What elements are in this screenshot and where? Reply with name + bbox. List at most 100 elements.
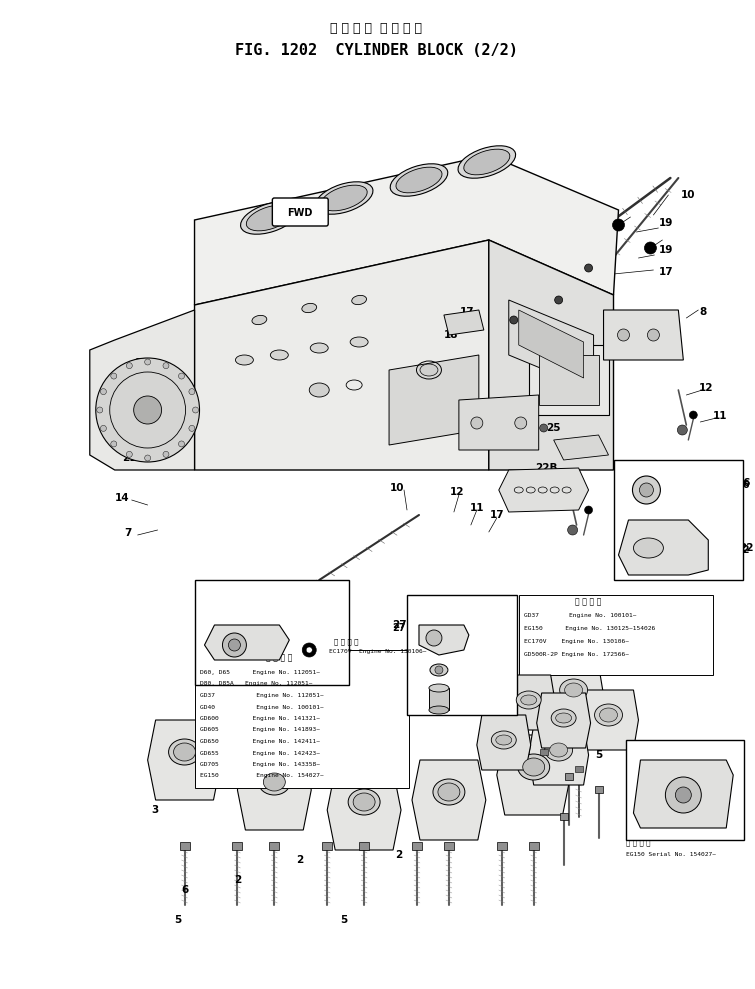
Ellipse shape [310,343,328,353]
Text: 23: 23 [501,397,516,407]
Text: 29: 29 [392,652,406,662]
Text: 5: 5 [341,915,348,925]
Ellipse shape [556,713,572,723]
Circle shape [189,389,195,395]
Circle shape [145,359,151,365]
Bar [359,842,369,850]
Bar [195,580,349,685]
Bar [519,595,713,675]
Polygon shape [497,735,571,815]
Circle shape [639,483,653,497]
Text: 26: 26 [736,480,750,490]
Ellipse shape [551,709,576,727]
Bar [627,740,744,840]
Text: 適 用 号 番: 適 用 号 番 [266,653,292,662]
Ellipse shape [420,364,438,376]
Circle shape [111,373,117,379]
Bar [407,595,516,715]
Text: EC170V  Engine No. 130106~: EC170V Engine No. 130106~ [329,649,427,654]
Circle shape [229,639,240,651]
Text: 22: 22 [739,543,753,553]
Ellipse shape [521,695,537,705]
Circle shape [510,316,518,324]
Text: 9: 9 [231,595,238,605]
Polygon shape [90,310,195,470]
Ellipse shape [321,185,367,211]
Text: EG150          Engine No. 154027~: EG150 Engine No. 154027~ [199,773,323,778]
FancyBboxPatch shape [273,198,328,226]
Polygon shape [603,310,683,360]
Text: 22: 22 [551,383,566,393]
Bar [539,355,599,405]
Ellipse shape [429,684,449,692]
Text: GD605         Engine No. 141893~: GD605 Engine No. 141893~ [199,728,319,733]
Polygon shape [544,665,603,725]
Text: 1: 1 [550,715,557,725]
Circle shape [223,633,246,657]
Circle shape [126,363,132,369]
Bar [412,842,422,850]
Circle shape [97,407,103,413]
Text: 2: 2 [396,850,402,860]
Ellipse shape [496,735,512,745]
Text: 20: 20 [132,423,147,433]
Circle shape [163,363,169,369]
Polygon shape [528,345,609,415]
Text: 29: 29 [393,655,405,665]
Text: FWD: FWD [288,208,313,218]
Text: 27: 27 [393,623,405,633]
Text: 17: 17 [489,510,504,520]
Ellipse shape [430,664,448,676]
Text: 24: 24 [573,440,588,450]
Bar [180,842,190,850]
Circle shape [100,389,106,395]
Polygon shape [618,520,708,575]
Bar [565,773,572,780]
Text: D80, D85A   Engine No. 112051~: D80, D85A Engine No. 112051~ [199,681,312,686]
Circle shape [126,451,132,457]
Bar [614,460,743,580]
Ellipse shape [263,773,285,791]
Polygon shape [519,310,584,378]
Text: GD40           Engine No. 100101~: GD40 Engine No. 100101~ [199,704,323,709]
Ellipse shape [302,304,316,313]
Circle shape [302,643,316,657]
Text: 27: 27 [392,620,406,630]
Circle shape [612,219,624,231]
Ellipse shape [429,706,449,714]
Polygon shape [499,468,589,512]
Ellipse shape [168,739,201,765]
Circle shape [648,329,659,341]
Circle shape [677,425,687,435]
Polygon shape [419,625,469,655]
Polygon shape [509,300,593,390]
Circle shape [540,424,547,432]
Text: 6: 6 [181,885,188,895]
Text: 22: 22 [736,545,750,555]
Text: 22B: 22B [535,463,558,473]
Text: GD500R-2P Engine No. 172566~: GD500R-2P Engine No. 172566~ [524,652,629,657]
Circle shape [515,417,527,429]
Circle shape [645,242,656,254]
Text: 7: 7 [124,528,131,538]
Text: D60, D65      Engine No. 112051~: D60, D65 Engine No. 112051~ [199,670,319,675]
Text: 19: 19 [659,245,673,255]
Text: 9: 9 [234,597,241,607]
Text: 5: 5 [174,915,181,925]
Circle shape [568,525,578,535]
Polygon shape [205,625,289,660]
Polygon shape [633,760,733,828]
Circle shape [633,476,661,504]
Text: 17: 17 [460,307,474,317]
Text: GD37           Engine No. 112051~: GD37 Engine No. 112051~ [199,693,323,698]
Polygon shape [528,725,589,785]
Bar [429,688,449,710]
Ellipse shape [599,708,618,722]
Text: 26: 26 [736,478,750,488]
Circle shape [193,407,199,413]
Polygon shape [502,675,556,730]
Circle shape [111,441,117,447]
Text: 17: 17 [659,267,673,277]
Text: 13: 13 [315,610,329,620]
Text: 1: 1 [595,685,602,695]
